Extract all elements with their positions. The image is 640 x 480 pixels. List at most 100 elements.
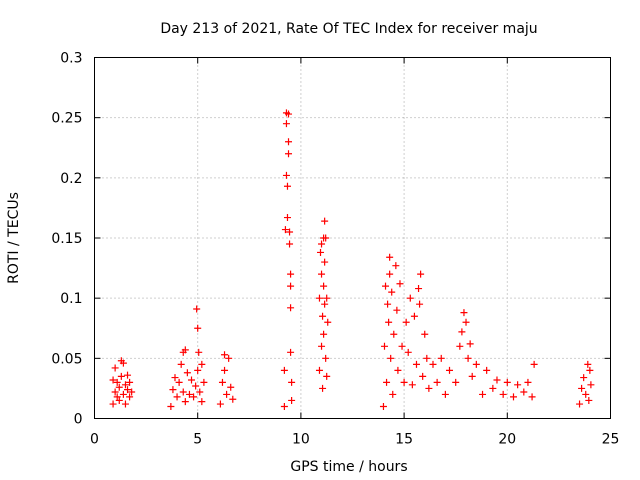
- grid-lines: [94, 57, 611, 419]
- data-point: [321, 217, 329, 225]
- x-tick-label: 15: [395, 432, 413, 448]
- data-point: [318, 240, 326, 248]
- data-point: [287, 304, 295, 312]
- data-point: [196, 388, 204, 396]
- chart-title: Day 213 of 2021, Rate Of TEC Index for r…: [160, 21, 537, 37]
- data-points: [109, 109, 595, 410]
- y-tick-label: 0: [74, 412, 83, 428]
- data-point: [315, 366, 323, 374]
- data-point: [317, 248, 325, 256]
- data-point: [227, 383, 235, 391]
- data-point: [119, 359, 127, 367]
- data-point: [117, 372, 125, 380]
- data-point: [171, 374, 179, 382]
- data-point: [283, 214, 291, 222]
- data-point: [221, 351, 229, 359]
- data-point: [528, 393, 536, 401]
- data-point: [582, 390, 590, 398]
- data-point: [393, 306, 401, 314]
- data-point: [423, 354, 431, 362]
- data-point: [283, 182, 291, 190]
- data-point: [111, 364, 119, 372]
- data-point: [323, 294, 331, 302]
- data-point: [185, 390, 193, 398]
- y-tick-labels: 0 0.05 0.1 0.15 0.2 0.25 0.3: [51, 51, 82, 428]
- data-point: [408, 381, 416, 389]
- data-point: [520, 388, 528, 396]
- y-tick-label: 0.1: [60, 291, 82, 307]
- data-point: [464, 354, 472, 362]
- data-point: [175, 378, 183, 386]
- data-point: [433, 378, 441, 386]
- data-point: [119, 390, 127, 398]
- data-point: [281, 226, 289, 234]
- y-tick-label: 0.05: [51, 351, 82, 367]
- y-tick-label: 0.15: [51, 231, 82, 247]
- data-point: [287, 282, 295, 290]
- data-point: [286, 240, 294, 248]
- data-point: [437, 354, 445, 362]
- x-tick-label: 20: [498, 432, 516, 448]
- data-point: [384, 300, 392, 308]
- data-point: [379, 402, 387, 410]
- data-point: [586, 366, 594, 374]
- data-point: [192, 382, 200, 390]
- data-point: [382, 282, 390, 290]
- data-point: [121, 381, 129, 389]
- data-point: [318, 270, 326, 278]
- data-point: [389, 390, 397, 398]
- data-point: [320, 330, 328, 338]
- x-tick-label: 0: [90, 432, 99, 448]
- data-point: [410, 312, 418, 320]
- data-point: [111, 388, 119, 396]
- data-point: [412, 360, 420, 368]
- y-tick-label: 0.25: [51, 111, 82, 127]
- data-point: [458, 328, 466, 336]
- data-point: [386, 270, 394, 278]
- data-point: [383, 378, 391, 386]
- data-point: [321, 300, 329, 308]
- data-point: [179, 388, 187, 396]
- data-point: [514, 381, 522, 389]
- data-point: [587, 381, 595, 389]
- data-point: [387, 354, 395, 362]
- x-axis-label: GPS time / hours: [290, 459, 407, 475]
- data-point: [386, 253, 394, 261]
- data-point: [288, 378, 296, 386]
- data-point: [190, 393, 198, 401]
- data-point: [429, 360, 437, 368]
- data-point: [421, 330, 429, 338]
- axis-ticks: [94, 57, 611, 419]
- data-point: [288, 396, 296, 404]
- x-tick-label: 5: [193, 432, 202, 448]
- data-point: [115, 396, 123, 404]
- data-point: [468, 372, 476, 380]
- data-point: [287, 348, 295, 356]
- data-point: [323, 372, 331, 380]
- data-point: [320, 282, 328, 290]
- data-point: [282, 171, 290, 179]
- data-point: [216, 400, 224, 408]
- data-point: [285, 138, 293, 146]
- data-point: [380, 342, 388, 350]
- data-point: [194, 366, 202, 374]
- data-point: [169, 386, 177, 394]
- data-point: [392, 262, 400, 270]
- data-point: [121, 400, 129, 408]
- data-point: [460, 309, 468, 317]
- data-point: [390, 330, 398, 338]
- data-point: [396, 280, 404, 288]
- data-point: [194, 324, 202, 332]
- data-point: [322, 354, 330, 362]
- data-point: [128, 388, 136, 396]
- data-point: [456, 342, 464, 350]
- x-tick-label: 25: [602, 432, 620, 448]
- data-point: [193, 305, 201, 313]
- y-tick-label: 0.3: [60, 51, 82, 67]
- data-point: [530, 360, 538, 368]
- data-point: [229, 395, 237, 403]
- data-point: [452, 378, 460, 386]
- data-point: [404, 348, 412, 356]
- data-point: [200, 378, 208, 386]
